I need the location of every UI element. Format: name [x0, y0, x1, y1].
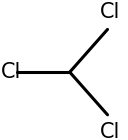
Text: Cl: Cl — [100, 122, 120, 140]
Text: Cl: Cl — [1, 62, 22, 82]
Text: Cl: Cl — [100, 2, 120, 22]
